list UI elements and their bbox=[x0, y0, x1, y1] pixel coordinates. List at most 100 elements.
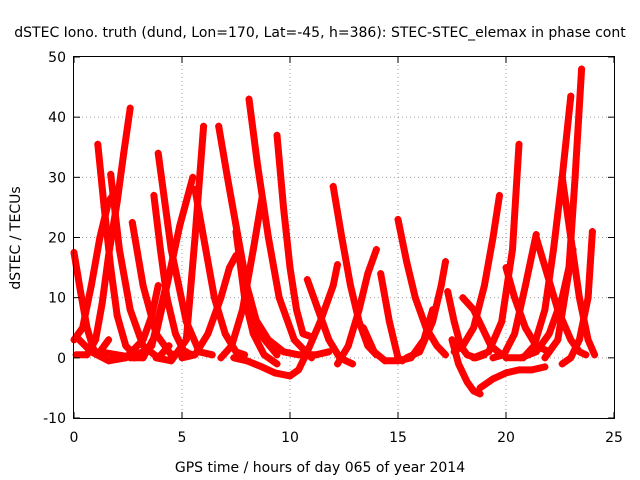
data-point bbox=[334, 360, 342, 368]
data-point bbox=[230, 354, 238, 362]
data-point bbox=[584, 336, 592, 344]
data-series bbox=[70, 65, 599, 398]
data-point bbox=[232, 221, 240, 229]
data-point bbox=[532, 234, 540, 241]
data-point bbox=[96, 234, 104, 241]
data-point bbox=[295, 351, 303, 359]
series-32 bbox=[450, 191, 504, 356]
data-point bbox=[578, 65, 586, 73]
data-point bbox=[210, 294, 218, 302]
data-point bbox=[416, 348, 424, 356]
y-tick-label: 30 bbox=[48, 170, 66, 186]
data-point bbox=[217, 354, 225, 362]
data-point bbox=[543, 270, 551, 278]
data-point bbox=[113, 312, 121, 320]
data-point bbox=[83, 351, 91, 359]
data-point bbox=[470, 387, 478, 395]
data-point bbox=[515, 140, 523, 148]
data-point bbox=[96, 348, 104, 356]
data-point bbox=[442, 351, 450, 359]
data-point bbox=[139, 282, 147, 290]
data-point bbox=[94, 140, 102, 148]
y-tick-label: 50 bbox=[48, 50, 66, 66]
data-point bbox=[290, 336, 298, 344]
y-tick-label: 20 bbox=[48, 231, 66, 247]
data-point bbox=[107, 170, 115, 178]
data-point bbox=[377, 270, 385, 278]
data-point bbox=[245, 95, 253, 103]
data-point bbox=[115, 246, 123, 254]
data-point bbox=[584, 294, 592, 302]
data-point bbox=[182, 336, 190, 344]
data-point bbox=[554, 336, 562, 344]
data-point bbox=[394, 215, 402, 223]
data-point bbox=[498, 318, 506, 326]
data-point bbox=[152, 354, 160, 362]
series-line bbox=[541, 65, 586, 362]
data-point bbox=[254, 161, 262, 169]
data-point bbox=[280, 203, 288, 211]
series-34 bbox=[470, 140, 523, 362]
data-point bbox=[355, 306, 363, 314]
data-point bbox=[156, 246, 164, 254]
data-point bbox=[303, 348, 311, 356]
data-point bbox=[154, 149, 162, 157]
data-point bbox=[403, 354, 411, 362]
y-axis-label: dSTEC / TECUs bbox=[8, 186, 24, 289]
data-point bbox=[98, 300, 106, 308]
data-point bbox=[92, 336, 100, 344]
data-point bbox=[200, 122, 208, 130]
data-point bbox=[273, 351, 281, 359]
data-point bbox=[113, 351, 121, 359]
data-point bbox=[258, 363, 266, 371]
data-point bbox=[217, 294, 225, 302]
data-point bbox=[517, 354, 525, 362]
data-point bbox=[575, 336, 583, 344]
data-point bbox=[87, 282, 95, 290]
data-point bbox=[150, 191, 158, 199]
data-point bbox=[215, 122, 223, 130]
series-26 bbox=[377, 270, 406, 365]
data-point bbox=[370, 348, 378, 356]
data-point bbox=[221, 330, 229, 338]
data-point bbox=[372, 246, 380, 254]
data-point bbox=[249, 246, 257, 254]
data-point bbox=[273, 131, 281, 139]
data-point bbox=[496, 191, 504, 199]
data-point bbox=[364, 270, 372, 278]
data-point bbox=[591, 351, 599, 359]
data-point bbox=[325, 336, 333, 344]
x-tick-label: 15 bbox=[389, 430, 407, 446]
data-point bbox=[521, 324, 529, 332]
data-point bbox=[459, 342, 467, 350]
data-point bbox=[122, 342, 130, 350]
data-point bbox=[450, 318, 458, 326]
data-point bbox=[273, 360, 281, 368]
data-point bbox=[489, 375, 497, 383]
series-30 bbox=[448, 336, 484, 398]
data-point bbox=[329, 282, 337, 290]
data-point bbox=[463, 351, 471, 359]
data-point bbox=[437, 282, 445, 290]
series-line bbox=[245, 95, 316, 362]
data-point bbox=[489, 234, 497, 241]
data-point bbox=[502, 354, 510, 362]
data-point bbox=[429, 318, 437, 326]
series-41 bbox=[541, 65, 586, 362]
data-point bbox=[394, 354, 402, 362]
x-tick-label: 25 bbox=[605, 430, 623, 446]
data-point bbox=[515, 366, 523, 374]
data-point bbox=[511, 294, 519, 302]
data-point bbox=[299, 330, 307, 338]
data-point bbox=[167, 357, 175, 365]
x-tick-label: 20 bbox=[497, 430, 515, 446]
data-point bbox=[541, 354, 549, 362]
data-point bbox=[502, 369, 510, 377]
data-point bbox=[381, 357, 389, 365]
data-point bbox=[79, 324, 87, 332]
data-point bbox=[359, 324, 367, 332]
data-point bbox=[314, 306, 322, 314]
data-point bbox=[243, 357, 251, 365]
